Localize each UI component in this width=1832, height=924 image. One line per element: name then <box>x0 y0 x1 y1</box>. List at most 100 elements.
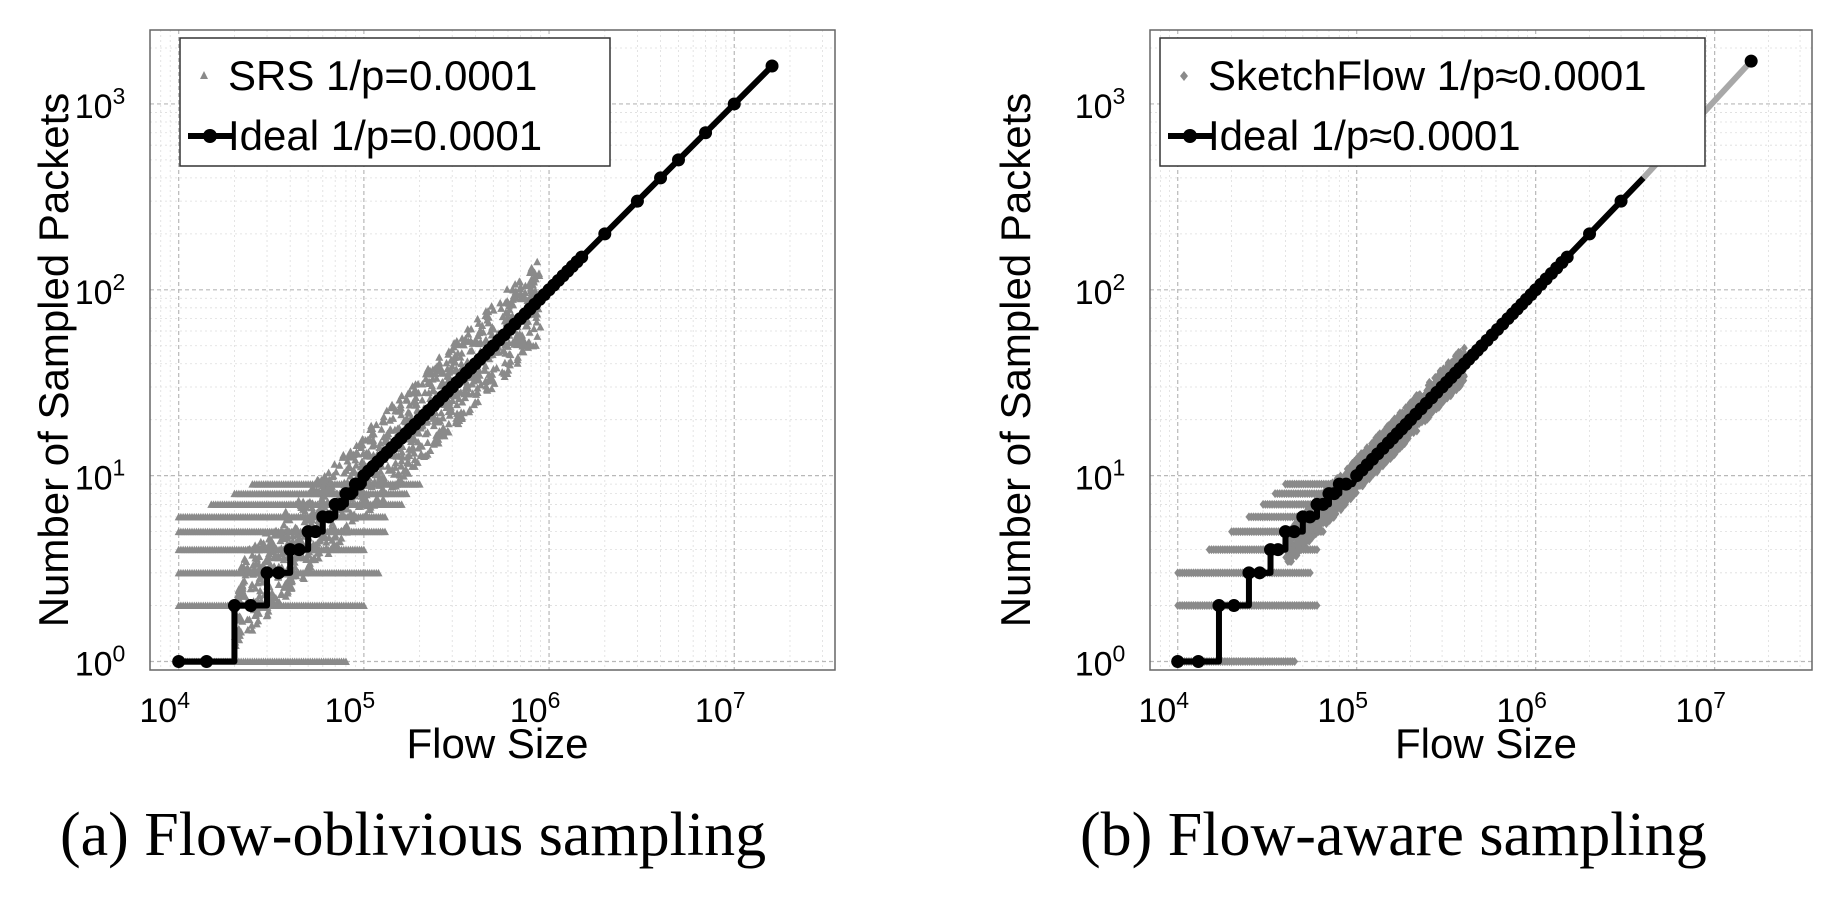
data-point <box>521 281 530 290</box>
data-point <box>524 343 533 351</box>
data-point <box>338 453 347 461</box>
data-point <box>516 284 525 293</box>
data-point <box>330 460 339 468</box>
data-point <box>426 446 435 454</box>
data-point <box>260 566 274 580</box>
x-axis-label: Flow Size <box>406 720 588 767</box>
data-point <box>467 346 476 354</box>
data-point <box>376 439 385 447</box>
data-point <box>270 592 279 601</box>
data-point <box>283 543 297 557</box>
data-point <box>433 362 442 370</box>
data-point <box>533 257 542 266</box>
data-point <box>341 657 350 665</box>
data-point <box>397 391 406 400</box>
data-point <box>279 520 288 529</box>
data-point <box>227 599 241 613</box>
data-point <box>351 514 360 522</box>
data-point <box>372 470 381 478</box>
data-point <box>277 527 286 535</box>
data-point <box>450 353 459 362</box>
data-point <box>396 400 405 409</box>
data-point <box>308 507 317 516</box>
data-point <box>503 285 512 293</box>
data-point <box>397 500 406 508</box>
data-point <box>332 467 341 476</box>
data-point <box>393 424 402 433</box>
data-point <box>299 574 308 582</box>
data-point <box>481 361 490 370</box>
data-point <box>288 576 297 585</box>
chart-flow-aware: 104 105 106 107 100 101 102 103 Flow Size Number … <box>992 29 1813 767</box>
data-point <box>248 626 257 634</box>
legend: SRS 1/p=0.0001 Ideal 1/p=0.0001 <box>179 37 611 167</box>
data-point <box>379 494 388 503</box>
data-point <box>1304 521 1312 531</box>
data-point <box>272 566 286 580</box>
data-point <box>292 524 301 533</box>
data-point <box>361 452 370 460</box>
data-point <box>245 544 254 553</box>
data-point <box>405 401 414 409</box>
data-point <box>435 353 444 361</box>
data-point <box>398 442 407 451</box>
data-point <box>404 469 413 477</box>
data-point <box>414 388 423 397</box>
data-point <box>423 438 432 446</box>
data-point <box>1291 656 1299 666</box>
data-point <box>262 611 271 620</box>
data-point <box>323 485 332 493</box>
data-point <box>391 458 400 467</box>
x-tick-label: 104 <box>1138 687 1189 730</box>
y-tick-label: 102 <box>75 269 126 312</box>
data-point <box>444 419 453 428</box>
data-point <box>413 458 422 466</box>
x-tick-label: 107 <box>695 687 746 730</box>
data-point <box>397 456 406 465</box>
data-point <box>499 346 508 355</box>
data-point <box>410 462 419 470</box>
data-point <box>374 568 383 577</box>
data-point <box>370 501 379 509</box>
data-point <box>443 398 452 407</box>
data-point <box>349 466 358 475</box>
data-point <box>283 525 292 534</box>
data-point <box>536 322 545 331</box>
data-point <box>326 527 335 535</box>
data-point <box>1314 518 1322 528</box>
data-point <box>252 608 261 616</box>
legend-label: SketchFlow 1/p≈0.0001 <box>1208 52 1647 99</box>
data-point <box>332 489 341 498</box>
data-point <box>465 407 474 416</box>
data-point <box>1401 439 1409 449</box>
data-point <box>346 447 355 455</box>
data-point <box>350 510 359 518</box>
data-point <box>1343 464 1351 474</box>
data-point <box>322 538 331 546</box>
data-point <box>337 534 346 542</box>
data-point <box>512 334 521 343</box>
data-point <box>279 548 288 556</box>
data-point <box>451 358 460 366</box>
data-point <box>434 430 443 438</box>
data-point <box>487 384 496 393</box>
data-point <box>402 489 411 498</box>
x-axis-ticks: 104 105 106 107 <box>139 687 745 730</box>
data-point <box>503 297 512 305</box>
data-point <box>342 466 351 474</box>
data-point <box>386 425 395 433</box>
data-point <box>343 505 352 513</box>
data-point <box>237 562 246 570</box>
plot-frame <box>149 29 836 671</box>
data-point <box>403 458 412 467</box>
data-point <box>498 368 507 376</box>
data-point <box>504 366 513 374</box>
data-point <box>1242 566 1256 580</box>
data-point <box>404 408 413 416</box>
data-point <box>172 654 186 668</box>
data-point <box>403 453 412 461</box>
data-point <box>416 442 425 450</box>
data-point <box>1373 464 1381 474</box>
data-point <box>452 340 461 349</box>
data-point <box>397 461 406 470</box>
